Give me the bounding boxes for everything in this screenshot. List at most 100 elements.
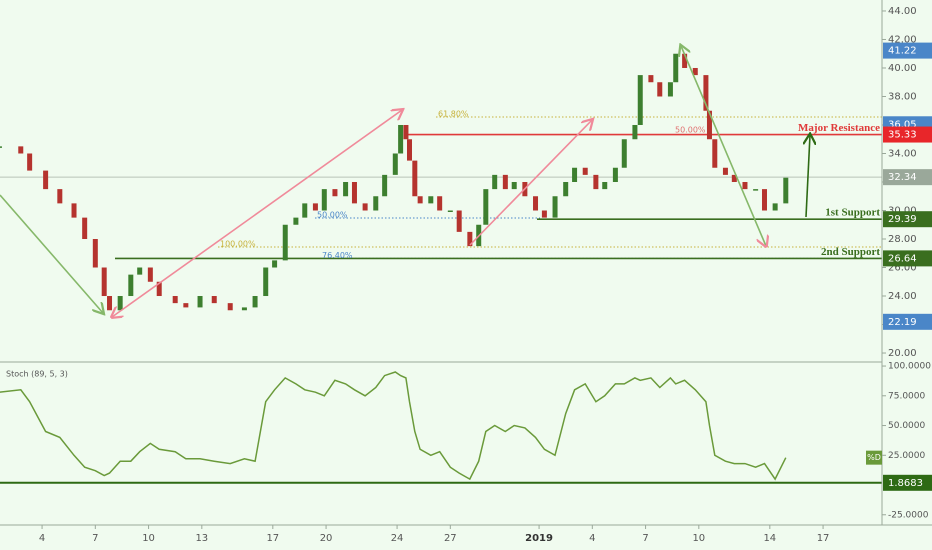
candle	[403, 124, 409, 140]
candle	[373, 196, 379, 211]
candle	[101, 267, 107, 297]
candle	[593, 174, 599, 190]
candle	[552, 196, 558, 218]
stoch-title: Stoch (89, 5, 3)	[6, 370, 68, 379]
y-tick-label: 34.00	[888, 148, 917, 159]
price-tag	[883, 169, 932, 186]
fib-label: 50.00%	[675, 125, 706, 134]
candle	[128, 274, 134, 297]
candle	[761, 189, 767, 211]
candle	[252, 296, 258, 308]
y-tick-label: 40.00	[888, 63, 917, 74]
candle	[667, 82, 673, 97]
candle	[648, 75, 654, 83]
candle	[321, 189, 327, 211]
candle	[211, 296, 217, 304]
x-tick-label: 20	[320, 533, 333, 544]
stoch-tick-label: 50.0000	[888, 421, 925, 431]
stoch-tick-label: -25.0000	[888, 510, 929, 520]
candle	[293, 217, 299, 225]
candle	[582, 167, 588, 175]
candle	[483, 189, 489, 225]
candle	[392, 153, 398, 175]
price-tag-label: 32.34	[888, 172, 917, 183]
level-label: 1st Support	[825, 207, 880, 219]
x-tick-label: 17	[817, 533, 830, 544]
y-tick-label: 38.00	[888, 91, 917, 102]
x-tick-label: 17	[266, 533, 279, 544]
candle	[533, 196, 539, 211]
y-tick-label: 44.00	[888, 6, 917, 17]
x-tick-label: 2019	[525, 533, 553, 544]
candle	[456, 210, 462, 232]
annotations	[0, 46, 810, 317]
candle	[272, 260, 278, 268]
candle	[27, 153, 33, 171]
candle	[467, 231, 473, 247]
candle	[428, 196, 434, 204]
price-tag	[883, 211, 932, 228]
stoch-tick-label: 100.0000	[888, 362, 931, 372]
stoch-level-tag	[883, 474, 932, 491]
x-tick-label: 10	[142, 533, 155, 544]
price-tag	[883, 126, 932, 143]
price-tag	[883, 250, 932, 267]
candle	[172, 296, 178, 304]
candle	[382, 174, 388, 197]
candle	[437, 196, 443, 211]
y-tick-label: 28.00	[888, 234, 917, 245]
candle	[572, 167, 578, 182]
candle	[742, 181, 748, 190]
candle	[183, 303, 189, 308]
candle	[541, 210, 547, 218]
candle	[117, 296, 123, 311]
candle	[621, 139, 627, 168]
y-tick-label: 26.00	[888, 263, 917, 274]
x-tick-label: 4	[589, 533, 595, 544]
candle	[137, 267, 143, 275]
candle	[398, 124, 404, 154]
y-tick-label: 30.00	[888, 206, 917, 217]
candle	[753, 189, 759, 191]
candle	[657, 82, 663, 97]
candle	[502, 174, 508, 190]
x-tick-label: 4	[39, 533, 45, 544]
candle	[417, 196, 423, 204]
candle	[312, 203, 318, 211]
candle	[0, 146, 2, 148]
candle	[43, 170, 49, 190]
candle	[343, 181, 349, 197]
arrow	[806, 135, 810, 218]
candle	[406, 139, 412, 161]
price-tag	[883, 42, 932, 59]
fib-label: 76.40%	[322, 251, 353, 260]
y-tick-label: 24.00	[888, 291, 917, 302]
price-tag-label: 29.39	[888, 214, 917, 225]
level-label: Major Resistance	[798, 122, 880, 134]
fib-label: 100.00%	[220, 239, 256, 248]
price-tag-label: 35.33	[888, 130, 917, 141]
y-tick-label: 42.00	[888, 34, 917, 45]
x-tick-label: 10	[692, 533, 705, 544]
price-tag-label: 41.22	[888, 46, 917, 57]
x-tick-label: 24	[391, 533, 404, 544]
candle	[722, 167, 728, 175]
price-tag	[883, 313, 932, 330]
arrow	[469, 120, 592, 246]
level-label: 2nd Support	[821, 246, 880, 258]
candle	[92, 239, 98, 268]
candle	[632, 124, 638, 140]
candle	[241, 307, 247, 311]
candle	[197, 296, 203, 308]
candle	[362, 203, 368, 211]
candle	[712, 139, 718, 168]
arrow	[0, 194, 103, 313]
candle	[511, 181, 517, 190]
candle	[227, 303, 233, 311]
price-tag-label: 22.19	[888, 317, 917, 328]
candle	[563, 181, 569, 197]
stoch-tick-label: 25.0000	[888, 451, 925, 461]
